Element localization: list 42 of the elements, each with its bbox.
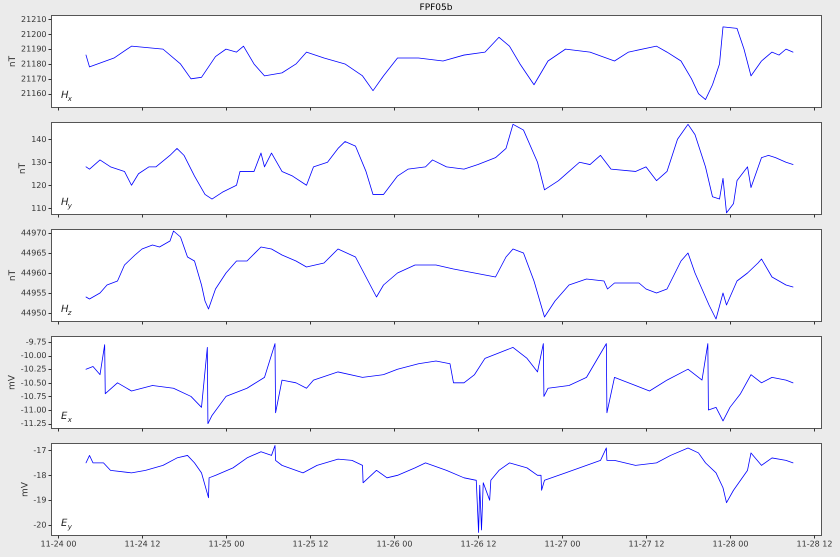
- x-tick-label: 11-24 00: [40, 540, 76, 548]
- x-tick-label: 11-28 00: [712, 540, 748, 548]
- y-tick-label: 140: [31, 134, 46, 144]
- y-axis-title: mV: [8, 374, 18, 390]
- y-tick-label: -9.75: [26, 337, 46, 346]
- y-tick-label: 21170: [21, 74, 46, 84]
- y-tick-label: 120: [31, 180, 46, 190]
- y-tick-label: 21180: [21, 59, 46, 68]
- y-tick-label: 21200: [21, 30, 46, 39]
- y-tick-label: -11.00: [20, 406, 46, 415]
- x-tick-label: 11-26 00: [376, 540, 412, 548]
- y-tick-label: -11.25: [20, 419, 46, 428]
- y-tick-label: -10.50: [20, 378, 46, 388]
- y-tick-label: 21190: [21, 44, 46, 54]
- y-axis-title: mV: [20, 481, 30, 497]
- x-tick-label: 11-24 12: [124, 540, 160, 548]
- y-tick-label: 110: [31, 204, 46, 213]
- chart-title: FPF05b: [420, 3, 453, 13]
- y-tick-label: -10.00: [20, 351, 46, 360]
- y-tick-label: -19: [33, 496, 46, 505]
- x-tick-label: 11-28 12: [796, 540, 832, 548]
- y-axis-title: nT: [8, 55, 18, 68]
- y-tick-label: 130: [31, 158, 46, 167]
- y-tick-label: 21210: [21, 14, 46, 24]
- y-tick-label: -10.75: [20, 392, 46, 401]
- y-tick-label: 44970: [21, 228, 46, 238]
- y-tick-label: -10.25: [20, 364, 46, 374]
- x-tick-label: 11-25 12: [292, 540, 328, 548]
- y-tick-label: 44955: [21, 288, 46, 298]
- y-tick-label: -18: [33, 470, 46, 480]
- x-tick-label: 11-27 12: [628, 540, 664, 548]
- y-tick-label: 44950: [21, 308, 46, 318]
- x-tick-label: 11-27 00: [544, 540, 580, 548]
- y-axis-title: nT: [8, 269, 18, 282]
- y-tick-label: 44960: [21, 268, 46, 278]
- y-tick-label: -17: [33, 446, 46, 455]
- y-axis-title: nT: [18, 162, 28, 174]
- x-tick-label: 11-25 00: [208, 540, 244, 548]
- y-tick-label: 21160: [21, 89, 46, 98]
- y-tick-label: -20: [33, 520, 46, 530]
- y-tick-label: 44965: [21, 248, 46, 258]
- x-tick-label: 11-26 12: [460, 540, 496, 548]
